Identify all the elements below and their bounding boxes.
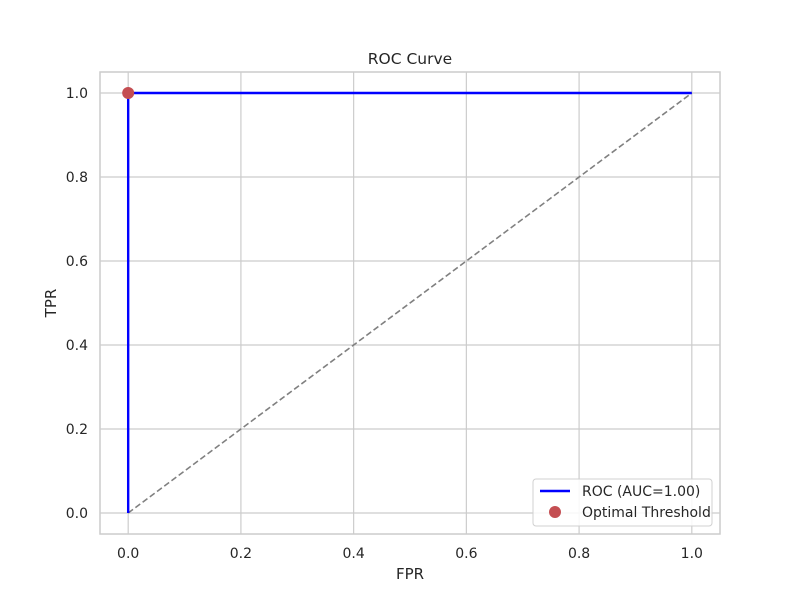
x-tick-label: 0.4	[343, 546, 365, 562]
series-layer	[122, 87, 692, 513]
x-axis-label: FPR	[396, 565, 424, 583]
y-tick-label: 0.8	[66, 170, 88, 186]
legend: ROC (AUC=1.00) Optimal Threshold	[532, 478, 713, 527]
x-tick-label: 0.8	[568, 546, 590, 562]
x-tick-label: 0.6	[455, 546, 477, 562]
x-tick-label: 0.2	[230, 546, 252, 562]
y-tick-label: 0.6	[66, 254, 88, 270]
legend-box	[532, 478, 713, 527]
x-tick-label: 1.0	[681, 546, 703, 562]
y-axis-ticks: 0.0 0.2 0.4 0.6 0.8 1.0	[66, 86, 88, 522]
chart-title: ROC Curve	[368, 50, 452, 68]
legend-optimal-label: Optimal Threshold	[582, 505, 711, 521]
y-tick-label: 0.4	[66, 338, 88, 354]
y-tick-label: 0.0	[66, 506, 88, 522]
plot-frame	[99, 71, 721, 535]
random-classifier-line	[127, 92, 693, 514]
legend-optimal-swatch	[549, 506, 561, 518]
x-axis-ticks: 0.0 0.2 0.4 0.6 0.8 1.0	[117, 546, 703, 562]
legend-roc-label: ROC (AUC=1.00)	[582, 484, 700, 500]
y-tick-label: 1.0	[66, 86, 88, 102]
reference-line-layer	[127, 92, 693, 514]
x-tick-label: 0.0	[117, 546, 139, 562]
y-tick-label: 0.2	[66, 422, 88, 438]
optimal-threshold-point	[122, 87, 135, 99]
y-axis-label: TPR	[42, 289, 60, 319]
